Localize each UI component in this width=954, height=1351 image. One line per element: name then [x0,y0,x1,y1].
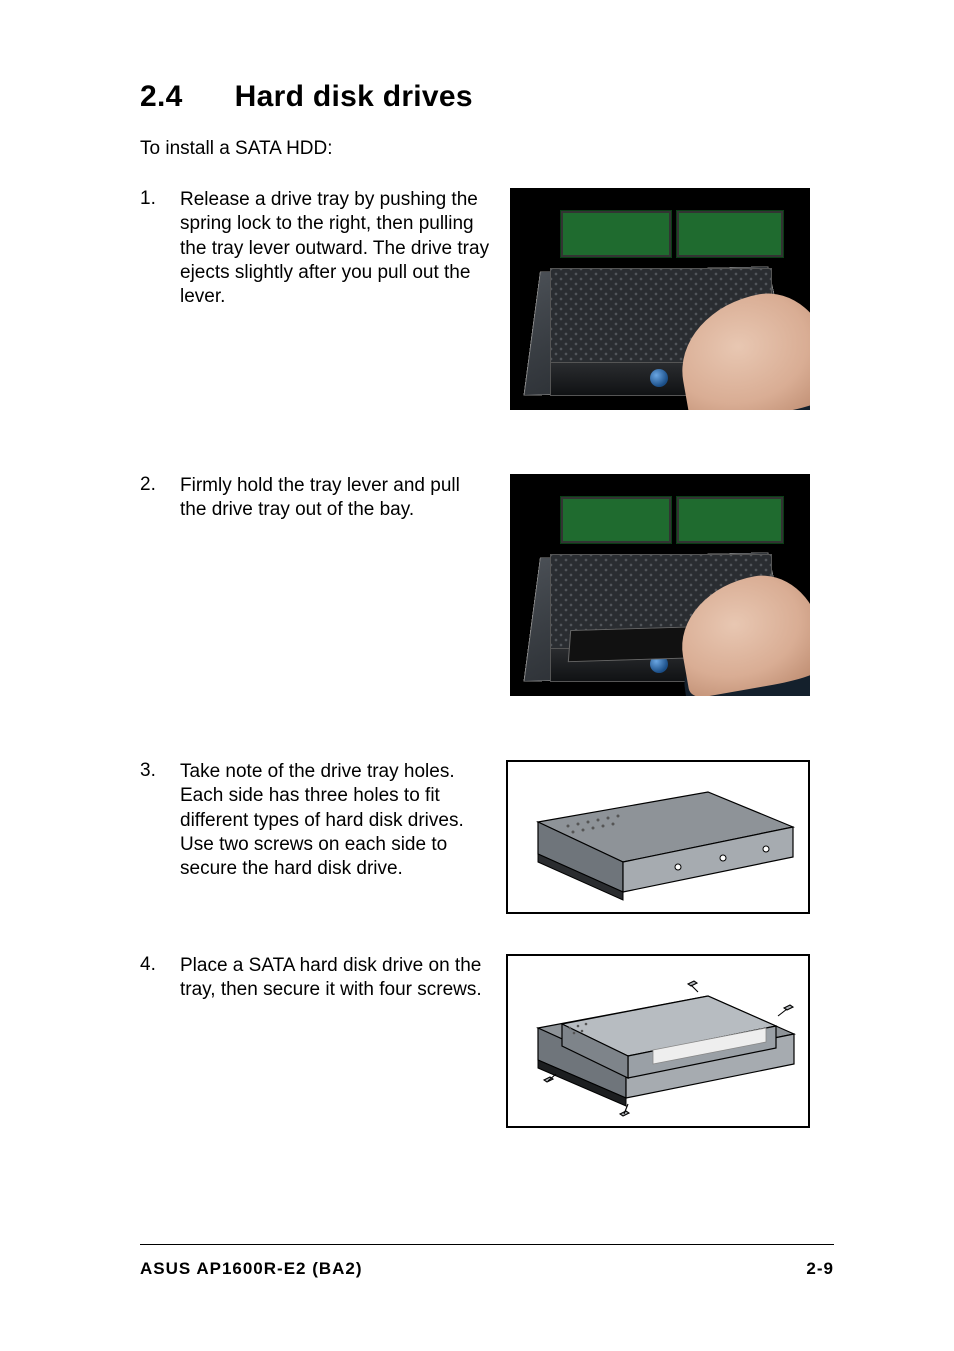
step-3: 3. Take note of the drive tray holes. Ea… [140,760,834,914]
step-4-diagram [506,954,810,1128]
section-number: 2.4 [140,80,226,114]
intro-text: To install a SATA HDD: [140,138,834,160]
footer-rule [140,1244,834,1245]
step-3-number: 3. [140,760,180,782]
step-1: 1. Release a drive tray by pushing the s… [140,188,834,410]
step-1-number: 1. [140,188,180,210]
footer-product: ASUS AP1600R-E2 (BA2) [140,1259,363,1279]
document-page: 2.4 Hard disk drives To install a SATA H… [0,0,954,1351]
page-footer: ASUS AP1600R-E2 (BA2) 2-9 [140,1244,834,1279]
step-2-photo [510,474,810,696]
section-title: Hard disk drives [235,80,473,113]
step-1-text: Release a drive tray by pushing the spri… [180,188,500,310]
step-3-figure [500,760,810,914]
step-4-text: Place a SATA hard disk drive on the tray… [180,954,500,1003]
step-4-number: 4. [140,954,180,976]
step-2-text: Firmly hold the tray lever and pull the … [180,474,500,523]
step-2: 2. Firmly hold the tray lever and pull t… [140,474,834,696]
step-3-diagram [506,760,810,914]
step-3-text: Take note of the drive tray holes. Each … [180,760,500,882]
step-4-figure [500,954,810,1128]
footer-page-number: 2-9 [806,1259,834,1279]
step-1-figure [500,188,810,410]
step-2-figure [500,474,810,696]
step-4: 4. Place a SATA hard disk drive on the t… [140,954,834,1128]
section-heading: 2.4 Hard disk drives [140,80,834,114]
step-2-number: 2. [140,474,180,496]
step-1-photo [510,188,810,410]
